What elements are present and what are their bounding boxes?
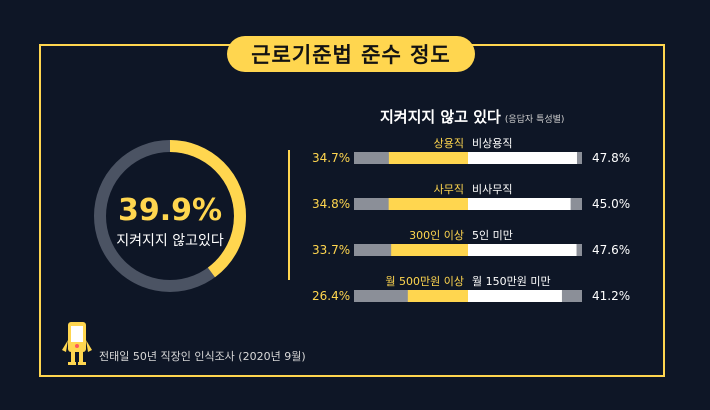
bars-subtitle-note: (응답자 특성별) [504,115,565,125]
bar-right-value-label: 45.0% [592,197,630,211]
donut-chart [94,140,246,292]
chart-title: 근로기준법 준수 정도 [227,36,475,72]
bar-left-label: 사무직 [434,183,464,196]
donut-label: 지켜지지 않고있다 [116,233,224,249]
bar-right-value [468,198,571,210]
section-divider [288,150,290,280]
bar-right-label: 비사무직 [472,183,512,196]
bar-left-value [391,244,468,256]
bar-right-value-label: 47.8% [592,151,630,165]
donut-percent: 39.9% [117,193,223,228]
donut-value-arc [94,140,246,292]
bar-right-label: 5인 미만 [472,229,513,242]
bar-right-value-label: 47.6% [592,243,630,257]
bar-left-value-label: 34.8% [312,197,350,211]
bar-right-label: 비상용직 [472,137,512,150]
bar-right-value [468,290,562,302]
bar-left-label: 상용직 [434,137,464,150]
bar-right-value [468,152,577,164]
bar-right-value-label: 41.2% [592,289,630,303]
bar-right-label: 월 150만원 미만 [472,275,551,288]
bar-left-value [388,198,468,210]
bars-subtitle: 지켜지지 않고 있다 (응답자 특성별) [380,106,564,127]
bar-left-value-label: 33.7% [312,243,350,257]
bars-subtitle-text: 지켜지지 않고 있다 [380,108,501,126]
bar-left-value-label: 34.7% [312,151,350,165]
bar-left-value [388,152,468,164]
bar-right-value [468,244,577,256]
source-note: 전태일 50년 직장인 인식조사 (2020년 9월) [99,350,306,363]
bar-left-label: 월 500만원 이상 [385,275,464,288]
mascot-icon [62,322,92,365]
comparison-bar-chart: 상용직 비상용직 34.7% 47.8% 사무직 비사무직 34.8% 45.0% 300인 이… [312,137,630,303]
bar-left-label: 300인 이상 [409,229,464,242]
bar-left-value-label: 26.4% [312,289,350,303]
bar-left-value [407,290,468,302]
